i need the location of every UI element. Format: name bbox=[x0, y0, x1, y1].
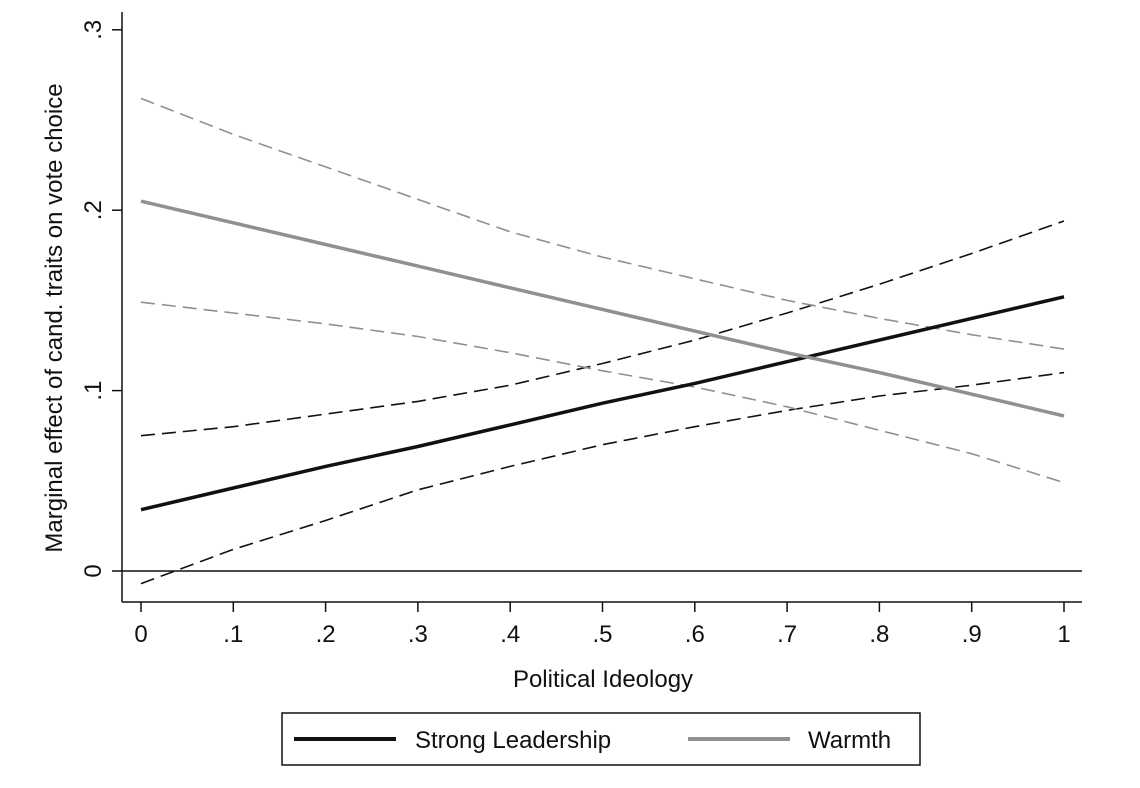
axes: 0 .1 .2 .3 .4 .5 .6 .7 .8 .9 1 0 .1 .2 .3 bbox=[80, 12, 1082, 648]
line-strong-leadership bbox=[140, 295, 1065, 512]
line-warmth bbox=[140, 199, 1065, 418]
x-tick-label: .3 bbox=[408, 621, 428, 648]
plot-area bbox=[122, 97, 1082, 585]
x-tick-label: .8 bbox=[869, 621, 889, 648]
ci-upper-strong-leadership bbox=[140, 220, 1065, 437]
legend-label-warmth: Warmth bbox=[808, 727, 891, 754]
x-tick-label: .1 bbox=[223, 621, 243, 648]
x-tick-label: .7 bbox=[777, 621, 797, 648]
x-tick-label: .6 bbox=[685, 621, 705, 648]
y-tick-label: 0 bbox=[80, 564, 107, 577]
legend: Strong Leadership Warmth bbox=[281, 712, 921, 766]
x-tick-label: 1 bbox=[1057, 621, 1070, 648]
x-axis-title: Political Ideology bbox=[513, 666, 693, 693]
x-tick-label: .4 bbox=[500, 621, 520, 648]
x-tick-label: 0 bbox=[134, 621, 147, 648]
y-axis-title: Marginal effect of cand. traits on vote … bbox=[41, 83, 68, 552]
y-tick-label: .3 bbox=[80, 20, 107, 40]
y-tick-label: .2 bbox=[80, 200, 107, 220]
x-tick-label: .9 bbox=[962, 621, 982, 648]
ci-lower-warmth bbox=[140, 301, 1065, 484]
x-tick-label: .5 bbox=[592, 621, 612, 648]
y-tick-label: .1 bbox=[80, 381, 107, 401]
legend-label-strong-leadership: Strong Leadership bbox=[415, 727, 611, 754]
ci-upper-warmth bbox=[140, 97, 1065, 350]
x-tick-label: .2 bbox=[316, 621, 336, 648]
